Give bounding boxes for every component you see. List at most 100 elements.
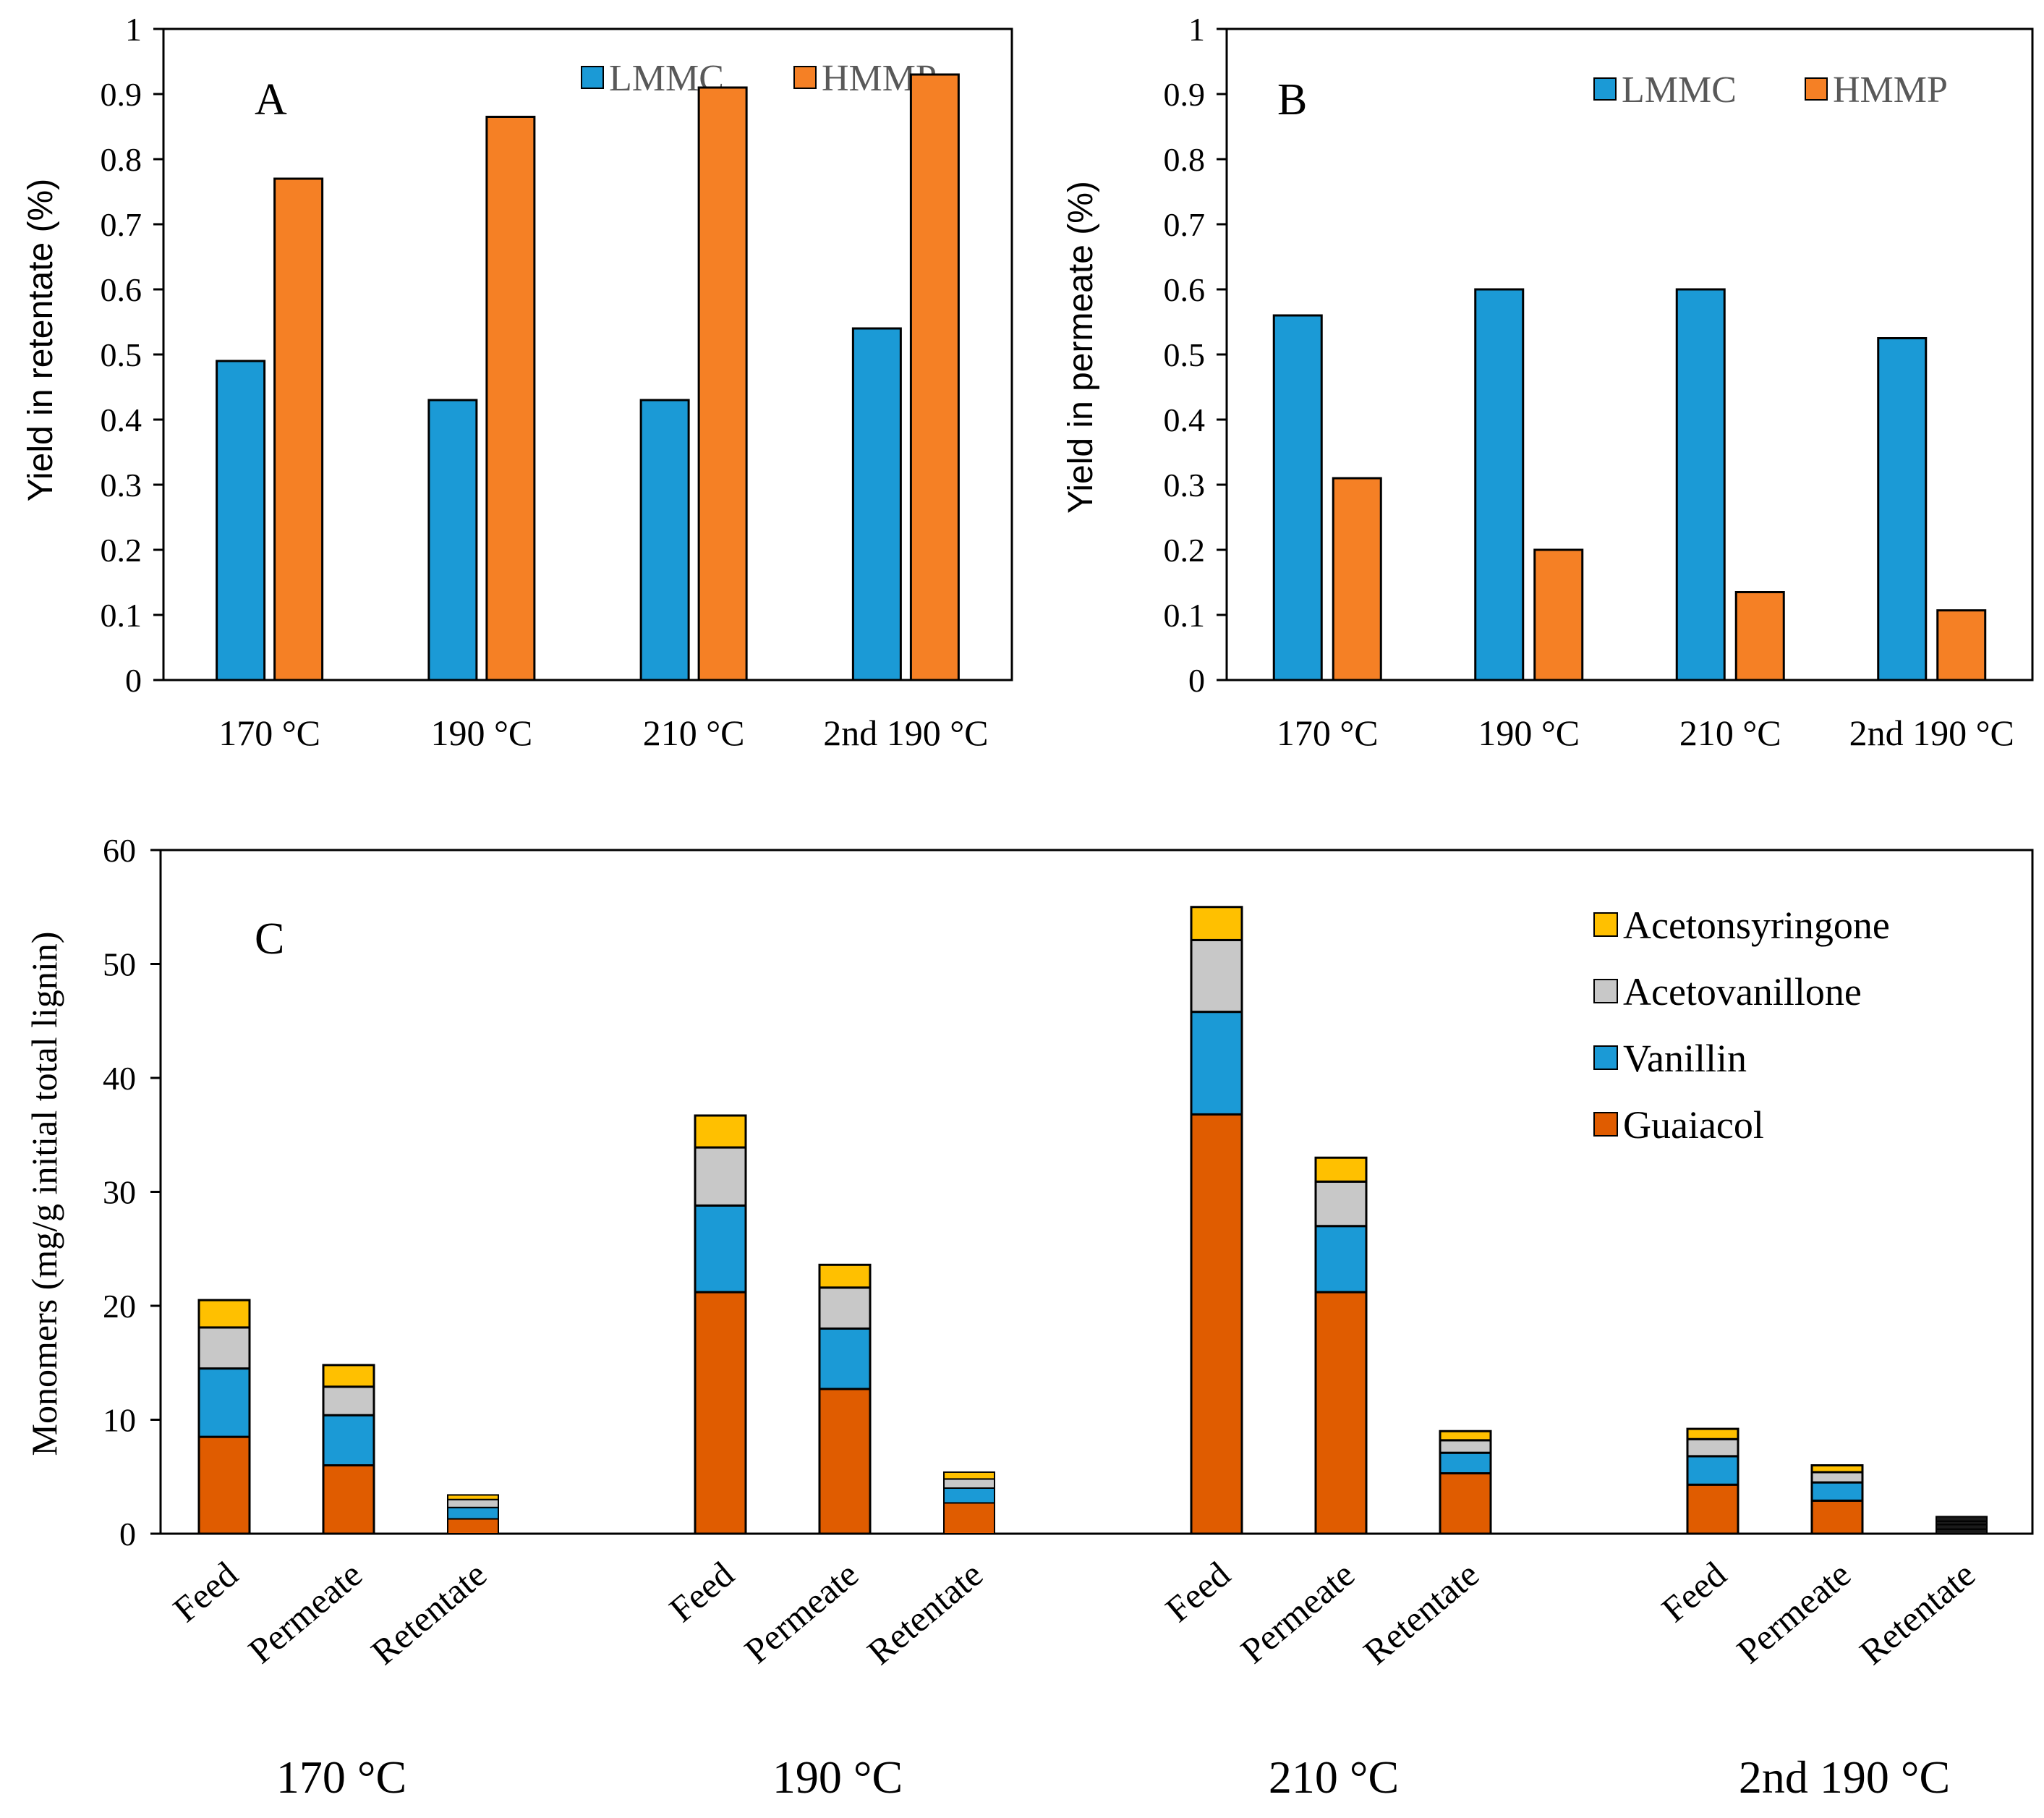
c-stack-segment-guaiacol <box>1810 1499 1864 1535</box>
c-stack-segment-guaiacol <box>197 1435 251 1535</box>
panel-c-y-axis-label: Monomers (mg/g initial total lignin) <box>24 932 64 1456</box>
c-x-category-label: Retentate <box>1355 1554 1486 1673</box>
c-stack-segment-acetonsyringone <box>447 1494 499 1500</box>
b-y-tick-label: 0.4 <box>1164 402 1206 438</box>
c-stack-segment-acetonsyringone <box>1439 1430 1492 1442</box>
b-x-category-label: 190 °C <box>1478 713 1580 753</box>
c-stack-segment-acetovanillone <box>447 1498 499 1508</box>
b-bar-hmmp <box>1734 591 1785 681</box>
c-x-category-label: Retentate <box>363 1554 494 1673</box>
panel-c-legend-swatch-vanillin <box>1593 1045 1618 1070</box>
c-y-tick-label: 60 <box>103 832 136 869</box>
b-bar-lmmc <box>1877 337 1928 681</box>
b-x-category-label: 2nd 190 °C <box>1849 713 2014 753</box>
c-x-category-label: Retentate <box>859 1554 990 1673</box>
c-x-category-label: Permeate <box>1729 1554 1858 1671</box>
c-x-category-label: Feed <box>1654 1554 1734 1630</box>
b-y-tick-label: 0.7 <box>1164 206 1206 243</box>
c-y-tick-label: 0 <box>119 1516 136 1552</box>
c-stack-segment-acetonsyringone <box>1810 1464 1864 1474</box>
panel-b-legend-swatch-hmmp <box>1805 77 1828 101</box>
c-stack-segment-acetonsyringone <box>943 1471 995 1480</box>
b-bar-lmmc <box>1675 288 1726 681</box>
panel-a-categories: 170 °C 190 °C 210 °C 2nd 190 °C <box>218 713 988 753</box>
a-bar-lmmc <box>851 327 902 681</box>
a-y-tick-label: 0.5 <box>101 336 142 373</box>
panel-b-label: B <box>1277 75 1307 124</box>
b-bar-lmmc <box>1474 288 1525 681</box>
panel-a-legend: LMMC HMMP <box>581 58 937 99</box>
panel-c-legend-label-acetovanillone: Acetovanillone <box>1623 970 1862 1014</box>
c-stack-segment-guaiacol <box>1190 1113 1243 1535</box>
c-stack-segment-acetonsyringone <box>1314 1156 1368 1183</box>
panel-c-legend-swatch-guaiacol <box>1593 1112 1618 1137</box>
c-x-category-label: Retentate <box>1852 1554 1983 1673</box>
b-y-tick-label: 0 <box>1188 662 1205 699</box>
b-y-tick-label: 0.3 <box>1164 467 1206 504</box>
c-x-category-label: Feed <box>662 1554 741 1630</box>
b-y-tick-label: 0.9 <box>1164 76 1206 113</box>
b-bar-hmmp <box>1332 477 1382 681</box>
c-stack-segment-acetovanillone <box>818 1286 872 1330</box>
c-stack-segment-acetovanillone <box>1190 938 1243 1014</box>
panel-b-legend-label-hmmp: HMMP <box>1833 69 1948 111</box>
c-stack-segment-vanillin <box>694 1204 747 1294</box>
a-y-tick-label: 0.7 <box>101 206 142 243</box>
c-y-tick-label: 20 <box>103 1288 136 1325</box>
panel-c-legend-label-guaiacol: Guaiacol <box>1623 1103 1764 1147</box>
c-stack-segment-vanillin <box>322 1414 375 1466</box>
a-y-tick-label: 0.8 <box>101 141 142 178</box>
c-stack-segment-acetovanillone <box>1314 1180 1368 1228</box>
c-x-category-label: Permeate <box>737 1554 866 1671</box>
a-y-tick-label: 0.1 <box>101 597 142 634</box>
c-stack-segment-acetonsyringone <box>818 1263 872 1289</box>
c-x-category-label: Permeate <box>241 1554 370 1671</box>
c-stack-segment-vanillin <box>1439 1451 1492 1475</box>
c-stack-segment-acetonsyringone <box>1936 1516 1988 1522</box>
c-stack-segment-acetonsyringone <box>694 1114 747 1149</box>
c-stack-segment-vanillin <box>1686 1455 1739 1486</box>
c-stack-segment-guaiacol <box>1314 1291 1368 1535</box>
b-y-tick-label: 0.8 <box>1164 141 1206 178</box>
panel-a-legend-swatch-hmmp <box>793 66 817 89</box>
panel-a-bars <box>216 73 960 681</box>
c-group-label: 210 °C <box>1269 1751 1399 1803</box>
a-y-tick-label: 0 <box>125 662 142 699</box>
a-y-tick-label: 0.9 <box>101 76 142 113</box>
c-stack-segment-vanillin <box>1190 1011 1243 1116</box>
b-y-tick-label: 0.6 <box>1164 271 1206 308</box>
c-stack-segment-guaiacol <box>1686 1483 1739 1535</box>
a-bar-lmmc <box>639 399 690 681</box>
c-y-tick-label: 30 <box>103 1174 136 1211</box>
panel-b-categories: 170 °C 190 °C 210 °C 2nd 190 °C <box>1277 713 2014 753</box>
c-stack-segment-acetovanillone <box>1439 1439 1492 1454</box>
a-x-category-label: 170 °C <box>218 713 320 753</box>
b-y-tick-label: 1 <box>1188 11 1205 48</box>
c-stack-segment-acetonsyringone <box>1686 1427 1739 1440</box>
b-y-tick-label: 0.1 <box>1164 597 1206 634</box>
c-stack-segment-guaiacol <box>943 1502 995 1535</box>
a-bar-lmmc <box>427 399 478 681</box>
panel-c: C Monomers (mg/g initial total lignin) A… <box>24 832 2034 1803</box>
c-stack-segment-guaiacol <box>694 1291 747 1535</box>
panel-c-legend-swatch-acetovanillone <box>1593 979 1618 1003</box>
c-stack-segment-acetovanillone <box>943 1478 995 1490</box>
c-y-tick-label: 10 <box>103 1402 136 1439</box>
a-bar-hmmp <box>909 73 960 681</box>
c-stack-segment-acetovanillone <box>1686 1437 1739 1458</box>
c-stack-segment-guaiacol <box>447 1518 499 1534</box>
panel-a: A Yield in retentate (%) LMMC HMMP 00.10… <box>22 11 1013 753</box>
c-group-label: 170 °C <box>276 1751 406 1803</box>
a-x-category-label: 190 °C <box>430 713 532 753</box>
a-y-tick-label: 1 <box>125 11 142 48</box>
b-y-tick-label: 0.5 <box>1164 336 1206 373</box>
c-x-category-label: Feed <box>166 1554 245 1630</box>
c-stack-segment-vanillin <box>818 1328 872 1390</box>
panel-a-label: A <box>255 75 287 124</box>
c-x-category-label: Feed <box>1158 1554 1238 1630</box>
panel-c-groups: 170 °C 190 °C 210 °C 2nd 190 °C <box>276 1751 1950 1803</box>
panel-c-bars <box>197 906 1988 1535</box>
c-stack-segment-acetonsyringone <box>197 1299 251 1329</box>
panel-c-y-ticks: 0 10 20 30 40 50 60 <box>103 832 161 1552</box>
